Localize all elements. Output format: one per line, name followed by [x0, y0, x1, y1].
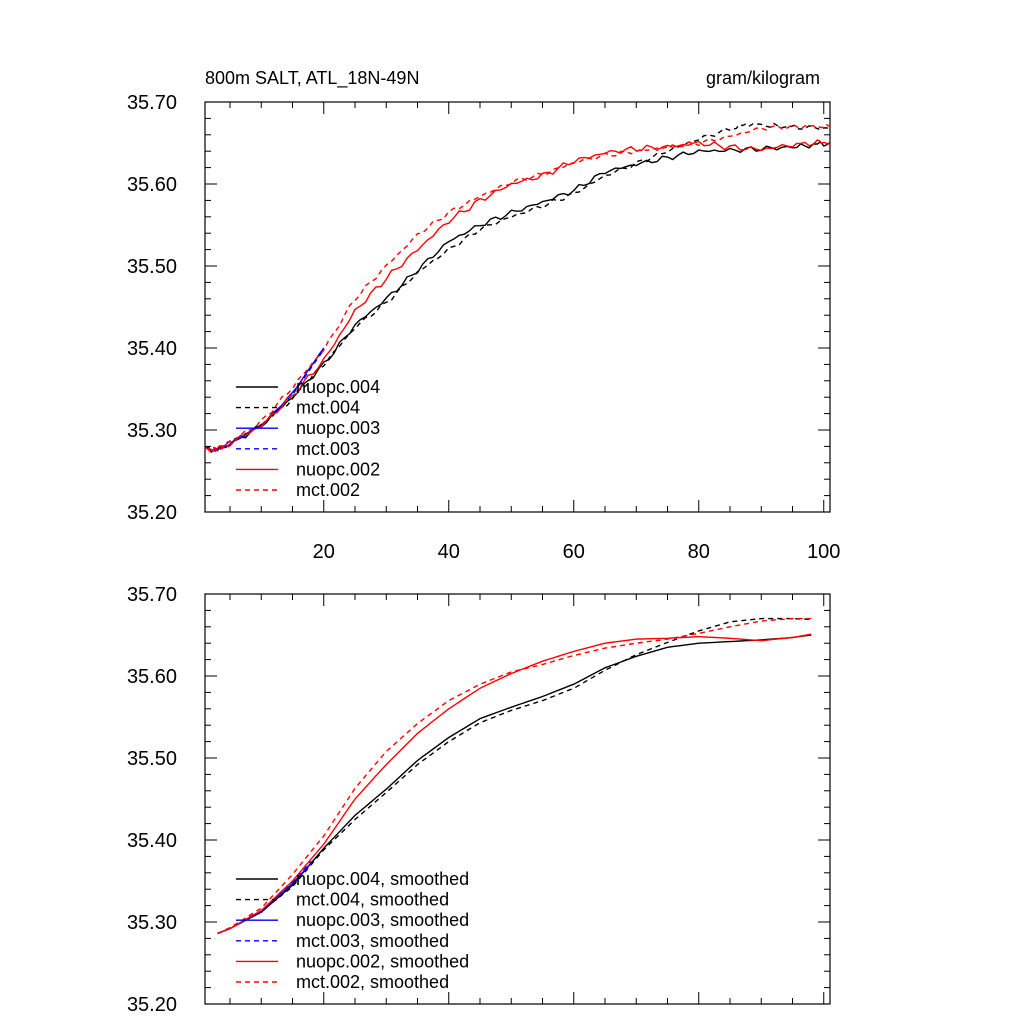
y-tick-label: 35.30 [127, 912, 177, 934]
legend-label: mct.002, smoothed [296, 972, 449, 992]
plot-frame [204, 101, 831, 513]
legend-label: mct.003 [296, 439, 360, 459]
x-tick-label: 80 [688, 541, 710, 563]
x-tick-label: 60 [563, 541, 585, 563]
x-tick-label: 20 [313, 541, 335, 563]
bottom-panel: 35.20 35.30 35.40 35.50 35.60 35.70 nuopc.004,… [127, 584, 831, 1016]
y-tick-label: 35.20 [127, 994, 177, 1016]
legend-label: nuopc.004, smoothed [296, 869, 469, 889]
legend-label: mct.004, smoothed [296, 890, 449, 910]
series-line [217, 617, 812, 935]
series-group [217, 617, 812, 935]
series-line [217, 633, 812, 935]
legend-label: mct.003, smoothed [296, 931, 449, 951]
y-tick-label: 35.60 [127, 666, 177, 688]
legend-label: nuopc.002 [296, 459, 380, 479]
legend-label: mct.004 [296, 398, 360, 418]
legend-label: nuopc.004 [296, 377, 380, 397]
x-tick-label: 100 [807, 541, 840, 563]
plot-frame [204, 593, 831, 1005]
units-label: gram/kilogram [706, 68, 820, 88]
legend-label: nuopc.003 [296, 418, 380, 438]
top-panel: 35.20 35.30 35.40 35.50 35.60 35.70 20 40 60 80 10… [127, 68, 841, 563]
y-tick-label: 35.20 [127, 502, 177, 524]
y-tick-label: 35.50 [127, 256, 177, 278]
y-tick-label: 35.40 [127, 338, 177, 360]
legend: nuopc.004mct.004nuopc.003mct.003nuopc.00… [236, 377, 380, 500]
legend-label: mct.002 [296, 480, 360, 500]
y-tick-label: 35.60 [127, 174, 177, 196]
series-line [205, 123, 830, 452]
chart-title: 800m SALT, ATL_18N-49N [205, 68, 419, 89]
y-tick-label: 35.30 [127, 420, 177, 442]
legend-label: nuopc.002, smoothed [296, 951, 469, 971]
series-group [205, 122, 830, 453]
y-tick-label: 35.40 [127, 830, 177, 852]
y-tick-label: 35.70 [127, 92, 177, 114]
x-tick-label: 40 [438, 541, 460, 563]
series-line [217, 617, 812, 935]
legend-label: nuopc.003, smoothed [296, 910, 469, 930]
y-tick-label: 35.70 [127, 584, 177, 606]
series-line [205, 139, 830, 453]
y-tick-label: 35.50 [127, 748, 177, 770]
